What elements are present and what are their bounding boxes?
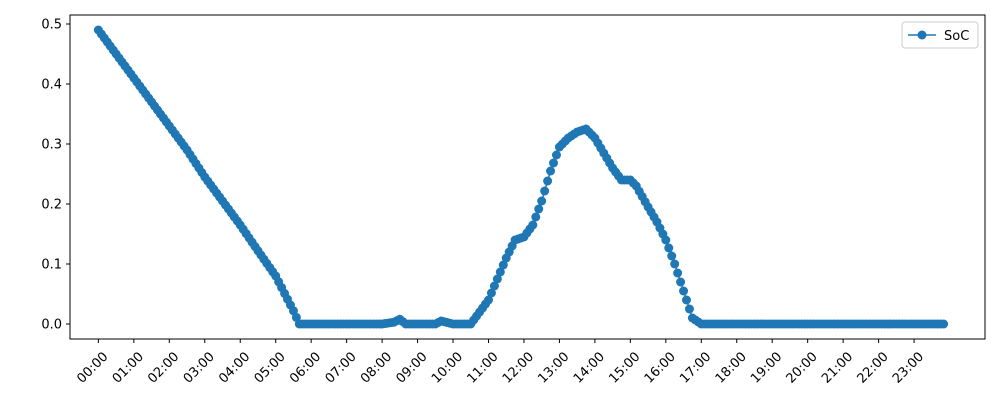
- data-point: [546, 166, 556, 176]
- series-layer: [93, 25, 949, 329]
- data-point: [551, 150, 561, 160]
- data-point: [543, 176, 553, 186]
- data-point: [531, 212, 541, 222]
- data-point: [661, 235, 671, 245]
- plot-area: [70, 15, 985, 339]
- data-point: [684, 304, 694, 314]
- data-point: [489, 281, 499, 291]
- y-tick-label: 0.1: [41, 258, 62, 273]
- y-tick-label: 0.4: [41, 78, 62, 93]
- data-point: [667, 251, 677, 261]
- data-point: [540, 186, 550, 196]
- data-point: [492, 274, 502, 284]
- y-tick-label: 0.5: [41, 18, 62, 33]
- y-tick-label: 0.2: [41, 198, 62, 213]
- data-point: [498, 260, 508, 270]
- data-point: [483, 295, 493, 305]
- data-point: [495, 267, 505, 277]
- data-point: [673, 268, 683, 278]
- data-point: [682, 295, 691, 305]
- data-point: [528, 220, 538, 230]
- axes-frame: [69, 14, 986, 340]
- data-point: [486, 288, 496, 298]
- data-point: [549, 158, 559, 168]
- legend: SoC: [901, 21, 979, 49]
- y-tick-label: 0.0: [41, 318, 62, 333]
- legend-label-soc: SoC: [944, 29, 969, 44]
- data-point: [679, 286, 689, 296]
- data-point: [537, 196, 547, 206]
- data-point: [534, 204, 544, 214]
- data-point: [939, 319, 949, 329]
- legend-box: [901, 21, 979, 49]
- data-point: [676, 277, 686, 287]
- data-point: [670, 259, 680, 269]
- data-point: [664, 243, 674, 253]
- legend-marker-soc: [917, 30, 927, 40]
- y-tick-label: 0.3: [41, 138, 62, 153]
